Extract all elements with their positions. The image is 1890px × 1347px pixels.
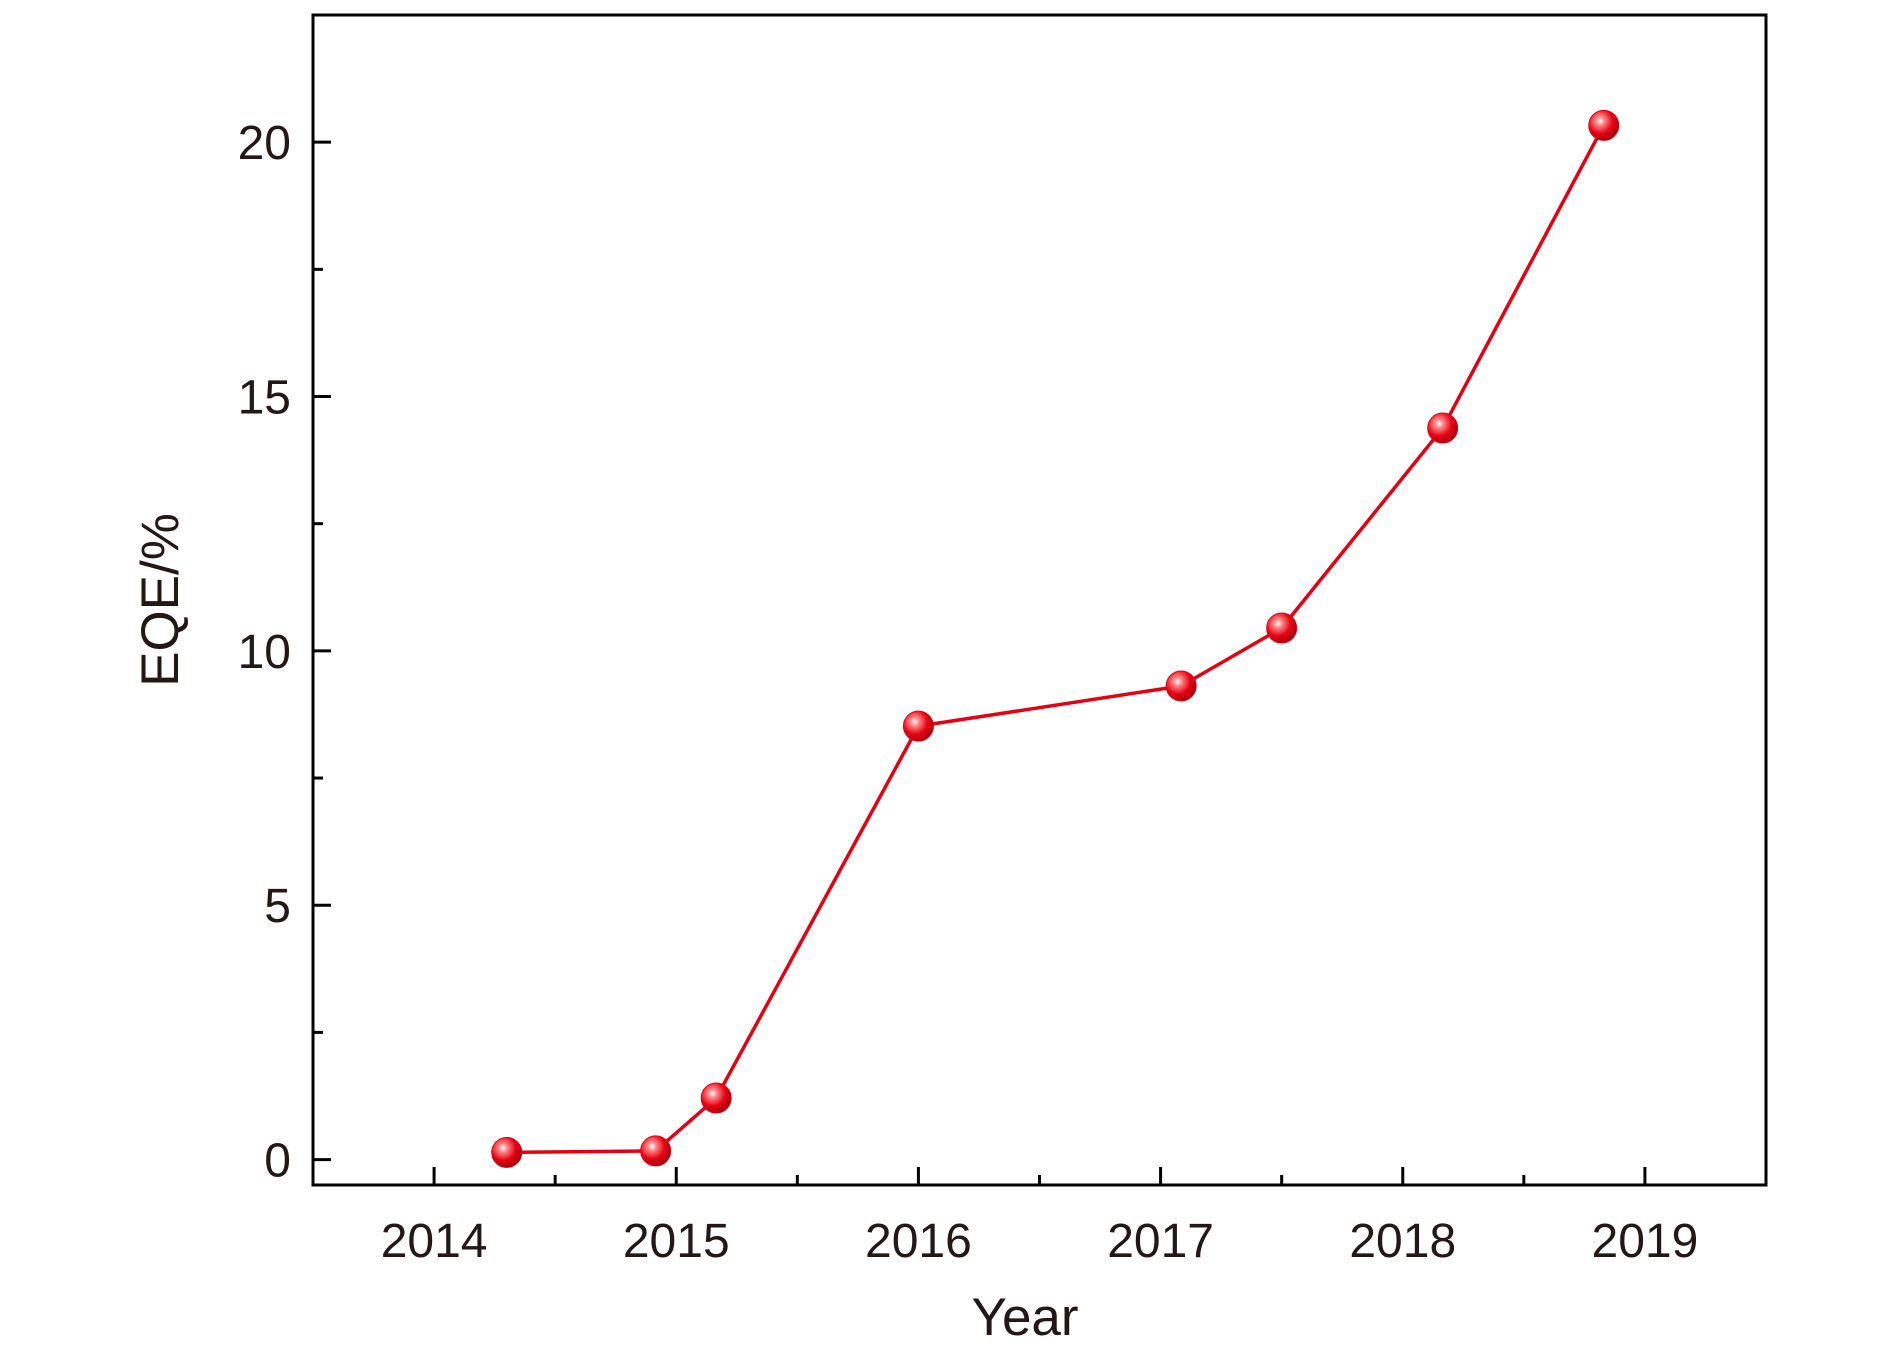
x-tick-label: 2014: [381, 1215, 488, 1268]
data-line: [506, 124, 1606, 1155]
y-tick-label: 0: [264, 1135, 291, 1188]
data-point: [491, 1136, 523, 1168]
data-point: [1266, 612, 1298, 644]
x-axis-title: Year: [971, 1288, 1078, 1347]
plot-frame: [311, 13, 1768, 1187]
data-point: [640, 1135, 672, 1167]
data-point: [1165, 670, 1197, 702]
data-point: [1427, 412, 1459, 444]
y-tick-label: 10: [238, 626, 291, 679]
x-tick-label: 2016: [865, 1215, 972, 1268]
y-tick-label: 5: [264, 880, 291, 933]
x-tick-label: 2019: [1592, 1215, 1699, 1268]
y-tick-label: 20: [238, 117, 291, 170]
y-tick-label: 15: [238, 372, 291, 425]
data-point: [700, 1082, 732, 1114]
x-tick-label: 2015: [623, 1215, 730, 1268]
data-point: [1588, 109, 1620, 141]
y-axis-title: EQE/%: [131, 513, 190, 687]
x-tick-label: 2018: [1349, 1215, 1456, 1268]
data-point: [902, 710, 934, 742]
x-tick-label: 2017: [1107, 1215, 1214, 1268]
